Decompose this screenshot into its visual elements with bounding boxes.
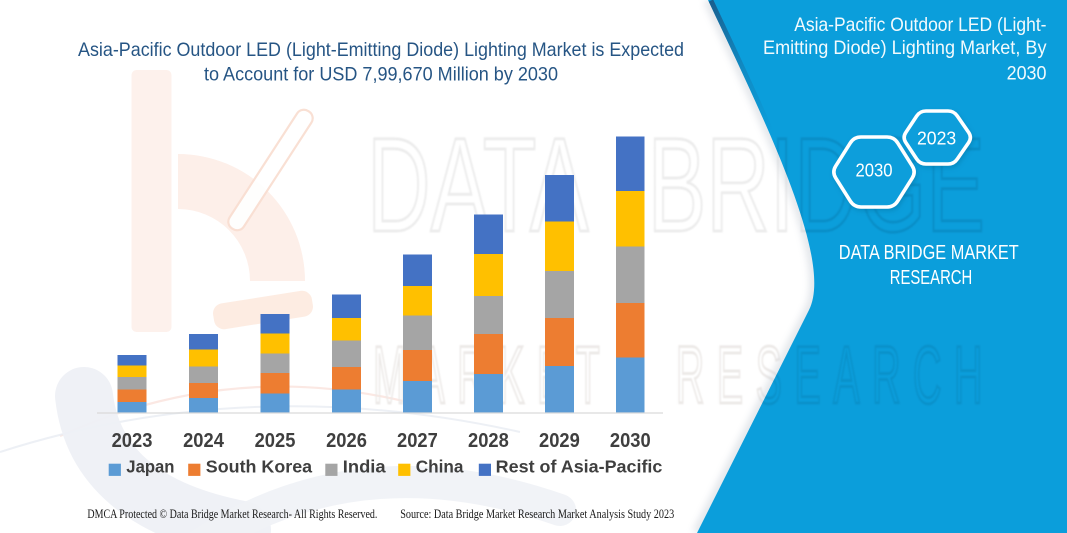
svg-text:2030: 2030 (610, 429, 651, 452)
svg-text:Source: Data Bridge Market Res: Source: Data Bridge Market Research Mark… (400, 507, 674, 521)
svg-text:2028: 2028 (468, 429, 509, 452)
svg-text:2027: 2027 (397, 429, 438, 452)
svg-text:RESEARCH: RESEARCH (890, 266, 973, 289)
svg-text:DATA BRIDGE MARKET: DATA BRIDGE MARKET (839, 241, 1019, 264)
svg-text:South Korea: South Korea (206, 457, 313, 477)
svg-text:2026: 2026 (326, 429, 367, 452)
svg-text:2029: 2029 (539, 429, 580, 452)
svg-text:2023: 2023 (917, 128, 956, 148)
svg-text:India: India (343, 457, 386, 477)
svg-text:China: China (416, 457, 464, 477)
svg-text:2024: 2024 (183, 429, 224, 452)
svg-text:Japan: Japan (126, 457, 174, 477)
svg-text:2030: 2030 (1007, 63, 1047, 85)
svg-text:Asia-Pacific Outdoor LED (Ligh: Asia-Pacific Outdoor LED (Light-Emitting… (78, 39, 684, 61)
svg-text:2023: 2023 (112, 429, 153, 452)
svg-text:to Account for USD 7,99,670 Mi: to Account for USD 7,99,670 Million by 2… (204, 64, 558, 86)
svg-text:2030: 2030 (855, 161, 892, 181)
svg-text:DMCA Protected © Data Bridge M: DMCA Protected © Data Bridge Market Rese… (87, 507, 377, 521)
svg-text:Asia-Pacific Outdoor LED (Ligh: Asia-Pacific Outdoor LED (Light- (794, 14, 1046, 36)
svg-text:2025: 2025 (255, 429, 296, 452)
svg-text:Emitting Diode) Lighting Marke: Emitting Diode) Lighting Market, By (763, 37, 1047, 59)
svg-text:Rest of Asia-Pacific: Rest of Asia-Pacific (496, 457, 663, 477)
